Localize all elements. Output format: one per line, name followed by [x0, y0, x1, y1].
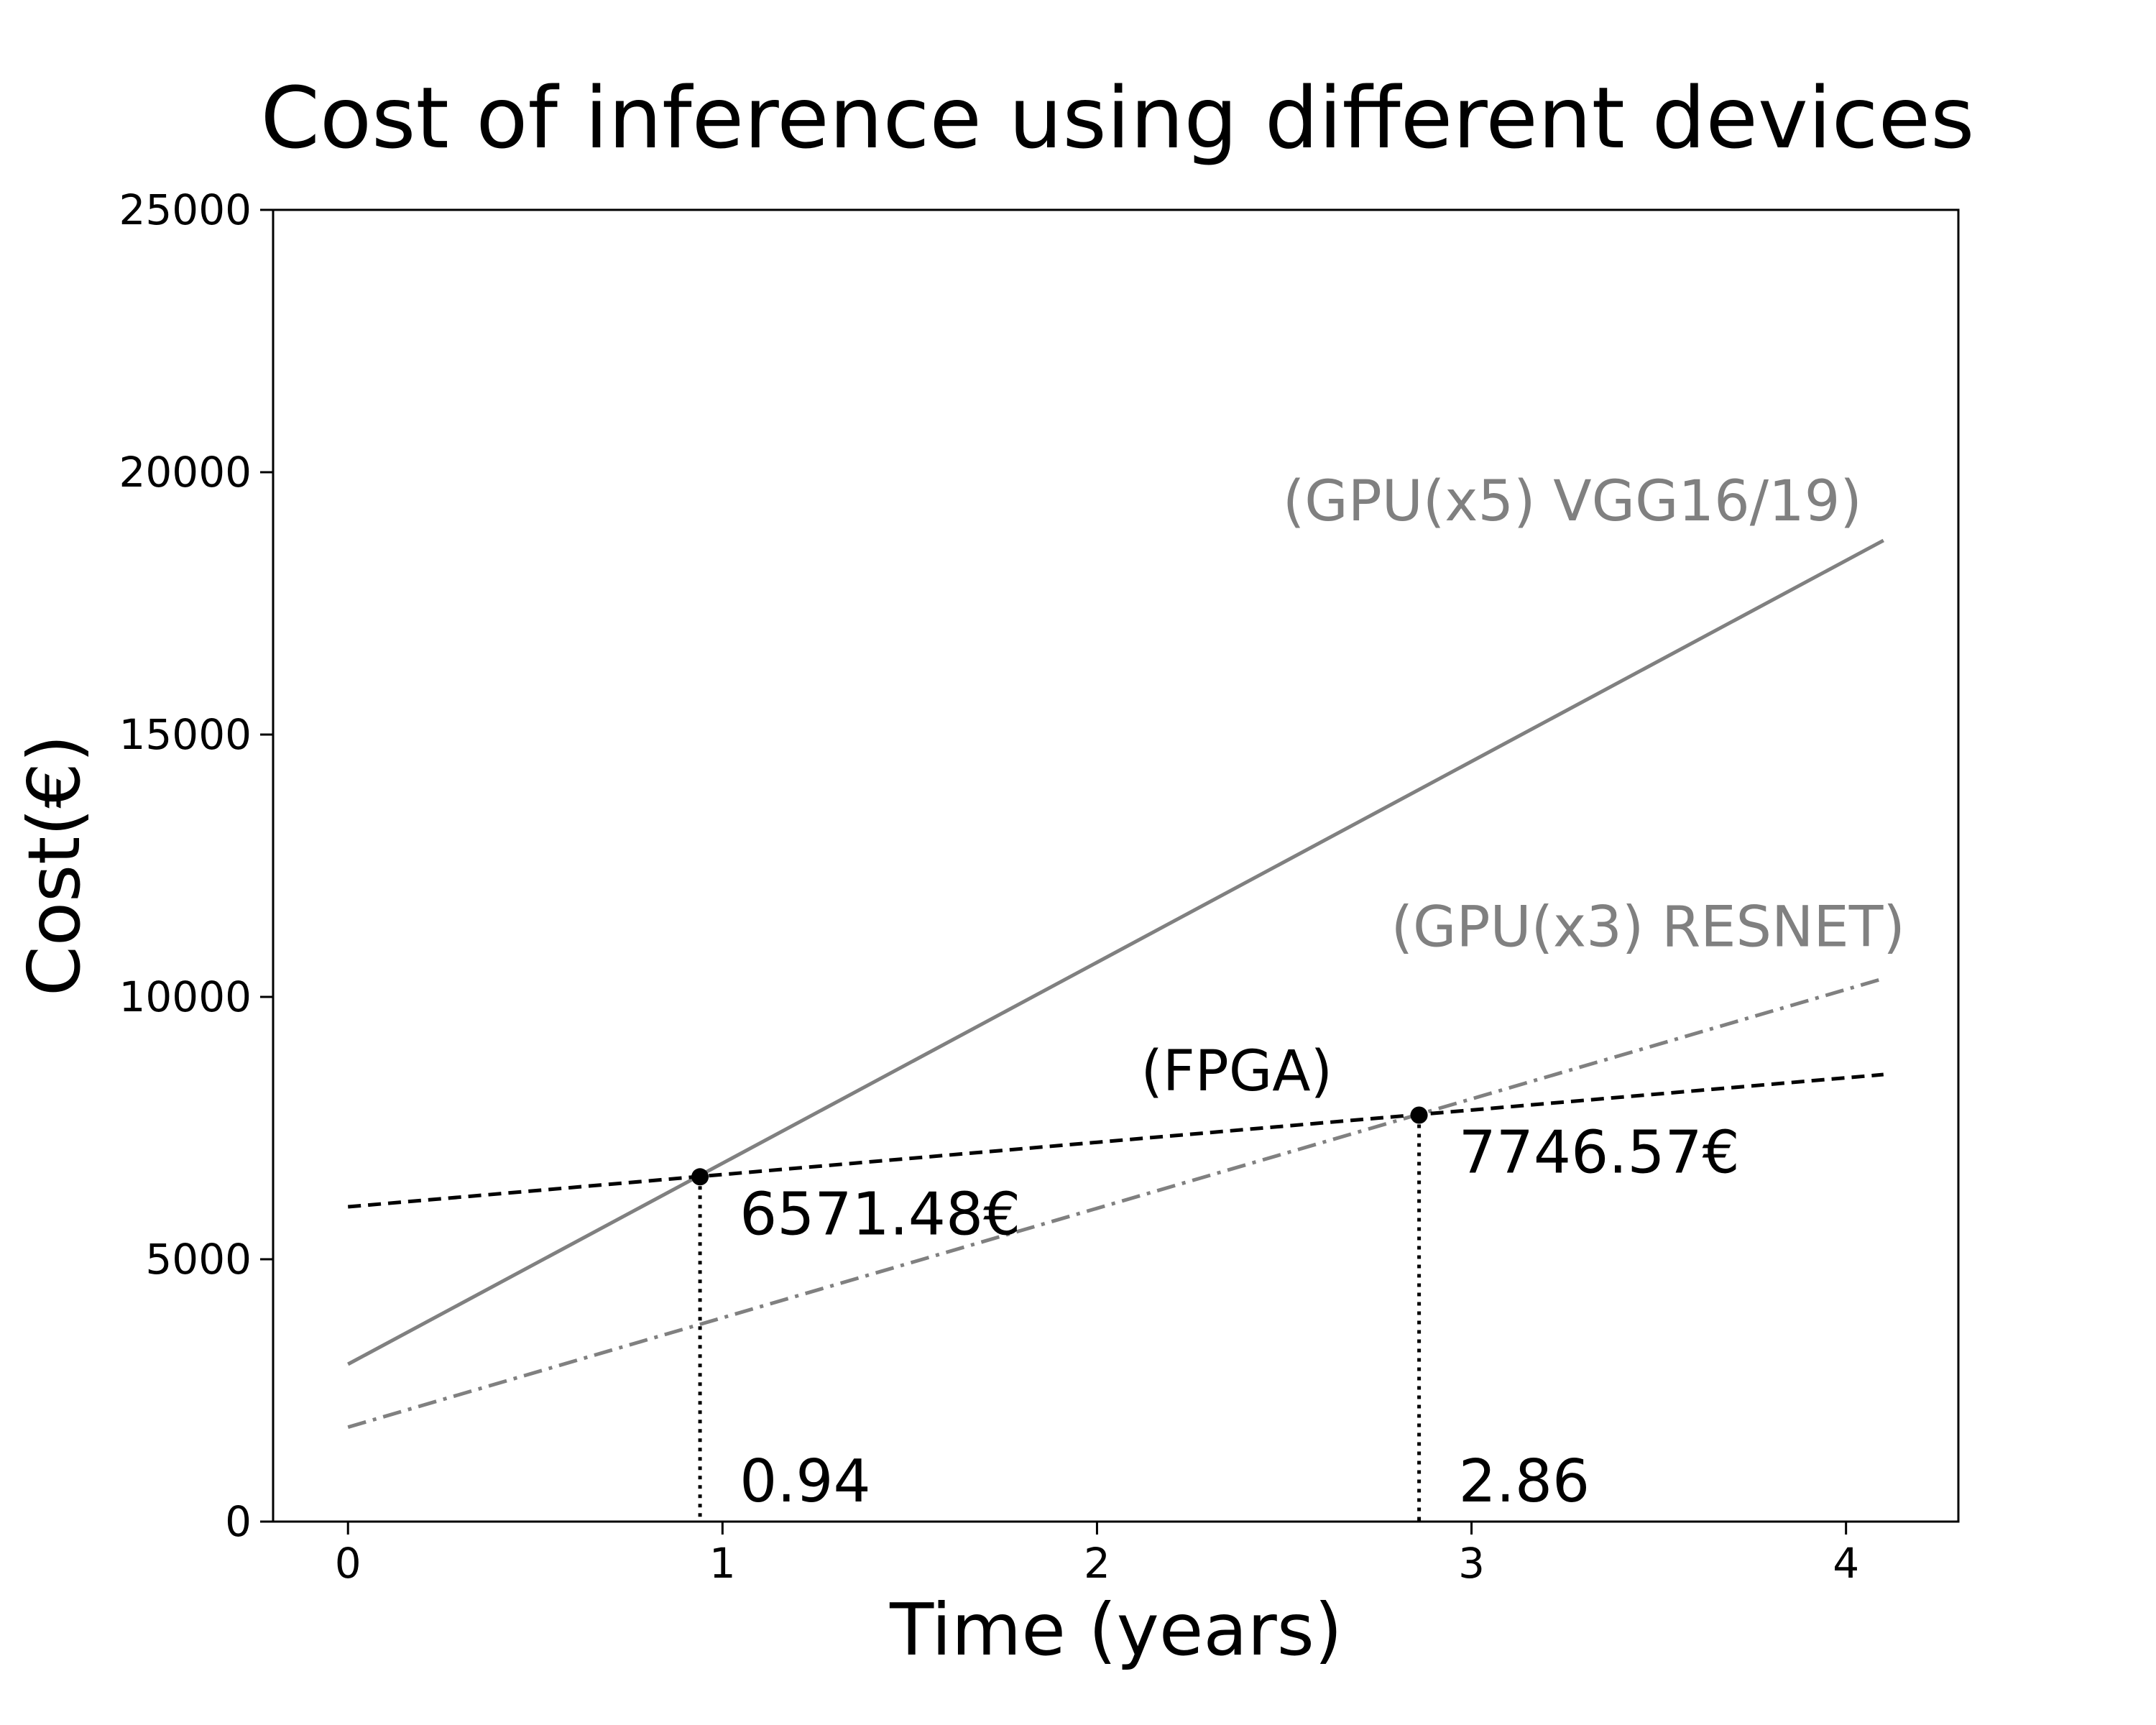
x-axis-label: Time (years)	[889, 1588, 1342, 1672]
y-axis-ticks: 0 5000 10000 15000 20000 25000	[119, 185, 273, 1546]
series-label-2: (FPGA)	[1141, 1039, 1332, 1104]
y-tick-label: 20000	[119, 448, 252, 497]
intersection-value-label-0: 6571.48€	[740, 1180, 1021, 1248]
plot-area: (GPU(x5) VGG16/19) (GPU(x3) RESNET) (FPGA)…	[347, 469, 1905, 1522]
intersection-time-label-1: 2.86	[1459, 1448, 1590, 1516]
intersection-value-label-1: 7746.57€	[1459, 1119, 1740, 1187]
series-line-2	[348, 1072, 1884, 1209]
intersection-point-1	[1410, 1106, 1428, 1124]
y-tick-label: 5000	[145, 1235, 252, 1284]
x-tick-label: 4	[1833, 1539, 1859, 1588]
y-tick-label: 10000	[119, 972, 252, 1021]
series-label-0: (GPU(x5) VGG16/19)	[1283, 469, 1862, 534]
x-tick-label: 2	[1084, 1539, 1110, 1588]
x-tick-label: 0	[335, 1539, 361, 1588]
chart-title: Cost of inference using different device…	[260, 68, 1974, 167]
series-label-1: (GPU(x3) RESNET)	[1391, 895, 1905, 960]
x-tick-label: 1	[709, 1539, 736, 1588]
x-axis-ticks: 0 1 2 3 4	[335, 1522, 1859, 1588]
series-line-0	[347, 538, 1884, 1366]
x-tick-label: 3	[1458, 1539, 1485, 1588]
intersection-point-0	[691, 1168, 709, 1186]
y-tick-label: 25000	[119, 185, 252, 234]
y-axis-label: Cost(€)	[12, 735, 96, 996]
y-tick-label: 15000	[119, 710, 252, 759]
y-tick-label: 0	[225, 1497, 252, 1546]
series-line-1	[347, 977, 1884, 1429]
plot-frame	[272, 208, 1960, 1523]
intersection-time-label-0: 0.94	[740, 1448, 871, 1516]
